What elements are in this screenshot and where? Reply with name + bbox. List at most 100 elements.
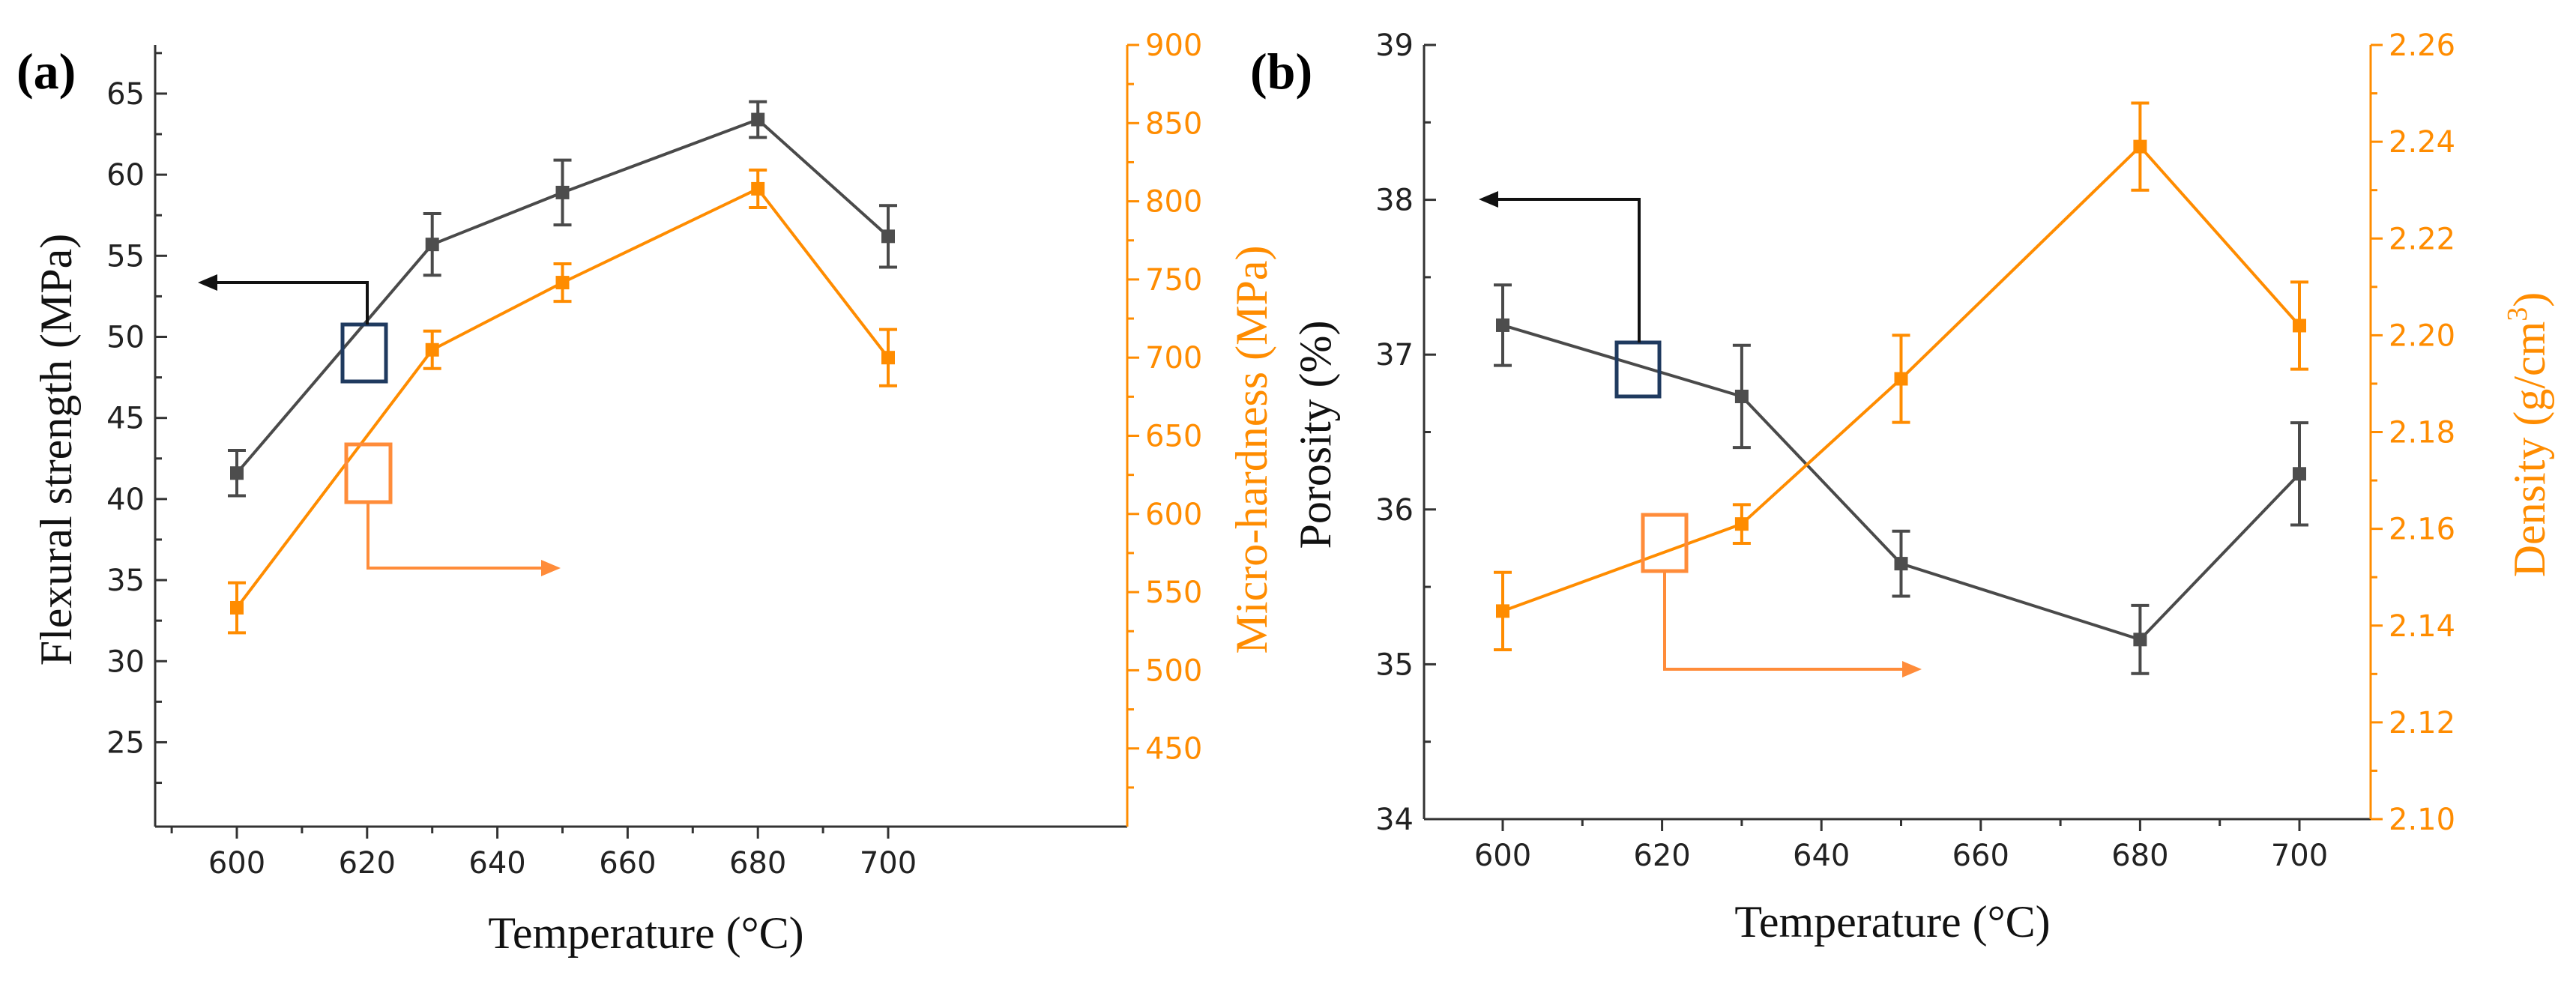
- panel-a-micro-hardness-point: [555, 276, 570, 290]
- panel-b-density-legend-box: [1641, 513, 1689, 573]
- panel-a-right-tick-label: 650: [1145, 420, 1202, 454]
- panel-b-x-tick-label: 600: [1474, 839, 1531, 873]
- panel-b-left-tick-label: 36: [1375, 493, 1414, 528]
- panel-b-right-axis-title-sup: 3: [2502, 307, 2533, 322]
- panel-b-density-arrowhead-icon: [1902, 661, 1922, 677]
- panel-b-porosity-arrow: [1495, 198, 1641, 342]
- panel-a-flexural-strength-point: [555, 185, 570, 199]
- panel-b-left-tick-label: 38: [1375, 184, 1414, 218]
- panel-a-chart: (a) 600 620 640 660 680 700 25 30 35 40 45 50 55 60 6…: [16, 28, 1276, 958]
- panel-a-x-tick-label: 620: [339, 846, 396, 881]
- panel-b-porosity-point: [1734, 389, 1749, 403]
- panel-a-strength-arrowhead-icon: [198, 274, 217, 291]
- panel-b-left-axis-title: Porosity (%): [1291, 321, 1340, 549]
- panel-b-right-axis-title-main: Density (g/cm: [2505, 322, 2554, 578]
- panel-a-label: (a): [16, 43, 76, 100]
- panel-b-left-tick-label: 34: [1375, 803, 1414, 837]
- panel-a-right-tick-label: 800: [1145, 185, 1202, 220]
- panel-b-porosity-point: [1894, 557, 1908, 571]
- panel-b-right-tick-label: 2.20: [2389, 319, 2455, 353]
- panel-a-x-tick-label: 680: [729, 846, 786, 881]
- panel-a-right-tick-label: 750: [1145, 263, 1202, 298]
- panel-b-porosity-point: [2133, 633, 2147, 647]
- panel-b-density-point: [1496, 604, 1509, 618]
- panel-a-right-axis-title: Micro-hardness (MPa): [1227, 246, 1276, 654]
- panel-b-density-point: [2293, 319, 2306, 333]
- panel-a-left-tick-label: 50: [106, 320, 145, 354]
- panel-a-micro-hardness-point: [881, 351, 895, 365]
- panel-a-left-tick-label: 25: [106, 725, 145, 760]
- panel-a-flexural-strength-point: [751, 112, 765, 127]
- panel-b-label: (b): [1250, 43, 1312, 100]
- panel-a-right-ticks: 450 500 550 600 650 700 750 800 850 900: [1127, 28, 1202, 789]
- panel-b-left-tick-label: 39: [1375, 28, 1414, 63]
- panel-b-left-tick-label: 35: [1375, 648, 1414, 682]
- panel-a-left-tick-label: 40: [106, 483, 145, 517]
- panel-b-x-axis-title: Temperature (°C): [1734, 897, 2050, 947]
- panel-a-flexural-strength-point: [230, 466, 244, 480]
- panel-b-right-tick-label: 2.14: [2389, 609, 2455, 644]
- panel-a-right-tick-label: 600: [1145, 498, 1202, 532]
- panel-b-density-point: [1734, 517, 1749, 531]
- panel-b-left-ticks: 34 35 36 37 38 39: [1375, 28, 1436, 837]
- panel-a-left-tick-label: 45: [106, 402, 145, 436]
- panel-b-x-ticks: 600 620 640 660 680 700: [1474, 819, 2328, 873]
- panel-b-density-point: [2133, 139, 2147, 154]
- panel-a-left-tick-label: 30: [106, 645, 145, 679]
- panel-b-x-tick-label: 620: [1633, 839, 1690, 873]
- panel-a-right-tick-label: 550: [1145, 576, 1202, 610]
- panel-b-x-tick-label: 640: [1793, 839, 1850, 873]
- panel-a-left-axis-title: Flexural strength (MPa): [31, 234, 81, 666]
- panel-a-micro-hardness-point: [751, 181, 765, 196]
- panel-a-right-tick-label: 900: [1145, 28, 1202, 63]
- panel-a-hardness-arrowhead-icon: [541, 560, 561, 576]
- panel-a-right-tick-label: 500: [1145, 654, 1202, 688]
- panel-a-micro-hardness-point: [230, 600, 244, 615]
- panel-a-x-ticks: 600 620 640 660 680 700: [170, 827, 917, 881]
- panel-a-right-tick-label: 850: [1145, 106, 1202, 141]
- panel-a-hardness-arrow: [367, 502, 543, 570]
- panel-b-density-arrow: [1663, 571, 1904, 671]
- panel-b-x-tick-label: 700: [2271, 839, 2328, 873]
- panel-a-strength-arrow: [214, 281, 369, 325]
- panel-a-flexural-strength-point: [425, 238, 439, 252]
- panel-b-right-tick-label: 2.12: [2389, 706, 2455, 740]
- panel-b-chart: (b) 600 620 640 660 680 700 34 35 36 37 38 39 2.10…: [1250, 28, 2554, 947]
- panel-b-right-axis-title: Density (g/cm3): [2502, 292, 2554, 578]
- panel-b-left-tick-label: 37: [1375, 338, 1414, 372]
- panel-b-porosity-point: [1496, 318, 1509, 332]
- panel-b-right-tick-label: 2.16: [2389, 513, 2455, 547]
- panel-a-x-tick-label: 640: [468, 846, 525, 881]
- panel-b-right-tick-label: 2.10: [2389, 803, 2455, 837]
- panel-a-micro-hardness-line: [235, 187, 890, 609]
- panel-b-series: [1494, 101, 2308, 675]
- panel-b-right-tick-label: 2.18: [2389, 416, 2455, 450]
- panel-a-left-ticks: 25 30 35 40 45 50 55 60 65: [106, 52, 167, 785]
- panel-a-left-tick-label: 35: [106, 564, 145, 598]
- panel-a-right-tick-label: 700: [1145, 341, 1202, 375]
- panel-a-x-tick-label: 700: [860, 846, 917, 881]
- panel-b-x-tick-label: 680: [2111, 839, 2168, 873]
- panel-b-x-tick-label: 660: [1952, 839, 2009, 873]
- panel-a-series: [228, 100, 897, 635]
- panel-b-density-point: [1894, 372, 1908, 386]
- panel-b-series-indicators: [1479, 191, 1922, 677]
- panel-a-micro-hardness-point: [425, 342, 439, 357]
- panel-b-porosity-arrowhead-icon: [1479, 191, 1498, 208]
- panel-b-right-tick-label: 2.26: [2389, 28, 2455, 63]
- panel-a-x-tick-label: 660: [599, 846, 656, 881]
- panel-a-x-tick-label: 600: [208, 846, 265, 881]
- panel-b-right-tick-label: 2.24: [2389, 125, 2455, 160]
- panel-a-right-tick-label: 450: [1145, 732, 1202, 767]
- panel-a-x-axis-title: Temperature (°C): [488, 908, 803, 958]
- panel-a-left-tick-label: 60: [106, 158, 145, 193]
- panel-a-left-tick-label: 65: [106, 77, 145, 112]
- panel-a-left-tick-label: 55: [106, 239, 145, 274]
- panel-a-strength-legend-box: [340, 322, 388, 384]
- panel-b-porosity-point: [2293, 467, 2306, 481]
- panel-b-right-ticks: 2.10 2.12 2.14 2.16 2.18 2.20 2.22 2.24 2.26: [2371, 28, 2455, 837]
- panel-a-series-indicators: [198, 274, 561, 576]
- panel-b-right-axis-title-close: ): [2505, 292, 2554, 307]
- panel-b-right-tick-label: 2.22: [2389, 222, 2455, 256]
